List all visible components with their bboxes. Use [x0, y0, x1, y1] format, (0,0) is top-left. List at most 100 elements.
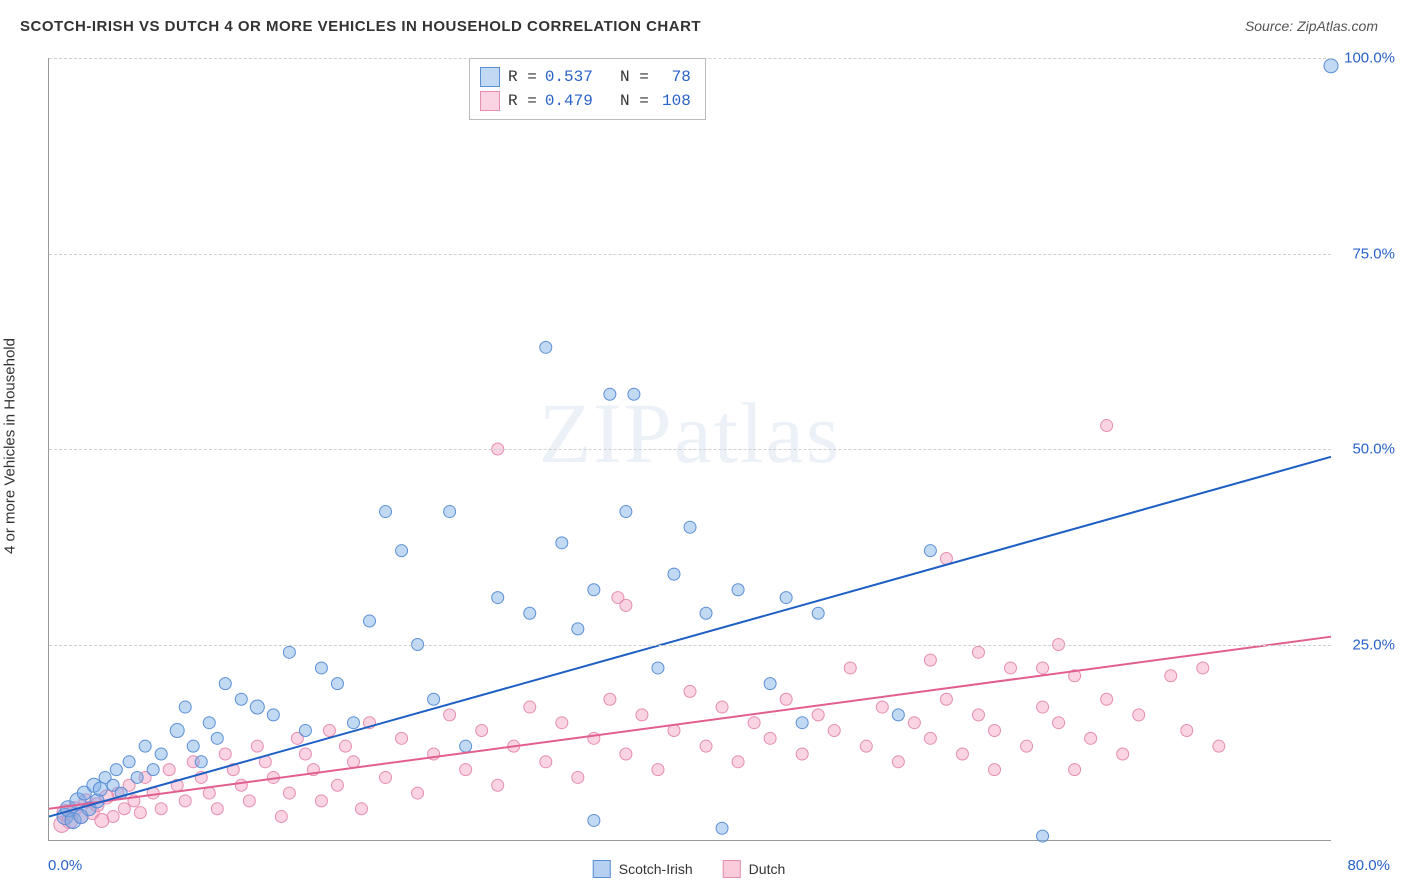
legend-swatch [480, 67, 500, 87]
scatter-point [1101, 693, 1113, 705]
scatter-point [620, 748, 632, 760]
scatter-point [219, 748, 231, 760]
scatter-point [107, 811, 119, 823]
scatter-point [203, 787, 215, 799]
scatter-point [924, 732, 936, 744]
scatter-point [908, 717, 920, 729]
scatter-point [796, 748, 808, 760]
scatter-point [1117, 748, 1129, 760]
scatter-point [179, 795, 191, 807]
scatter-point [347, 756, 359, 768]
scatter-point [211, 732, 223, 744]
scatter-point [267, 709, 279, 721]
scatter-point [412, 787, 424, 799]
legend-swatch [480, 91, 500, 111]
legend-label: Dutch [749, 861, 786, 877]
gridline [49, 449, 1331, 450]
scatter-point [924, 545, 936, 557]
scatter-point [764, 732, 776, 744]
scatter-point [588, 814, 600, 826]
scatter-point [134, 807, 146, 819]
scatter-point [540, 756, 552, 768]
scatter-point [636, 709, 648, 721]
scatter-point [620, 599, 632, 611]
scatter-point [123, 756, 135, 768]
scatter-point [652, 764, 664, 776]
stats-row: R = 0.479 N = 108 [480, 89, 691, 113]
scatter-point [1133, 709, 1145, 721]
scatter-point [940, 693, 952, 705]
scatter-point [1053, 717, 1065, 729]
scatter-point [844, 662, 856, 674]
scatter-point [347, 717, 359, 729]
legend-label: Scotch-Irish [619, 861, 693, 877]
scatter-point [275, 811, 287, 823]
scatter-point [628, 388, 640, 400]
scatter-point [524, 701, 536, 713]
scatter-point [93, 782, 107, 796]
stats-row: R = 0.537 N = 78 [480, 65, 691, 89]
x-axis-tick-max: 80.0% [1334, 857, 1390, 874]
scatter-point [780, 592, 792, 604]
scatter-point [1037, 662, 1049, 674]
scatter-point [444, 506, 456, 518]
scatter-point [323, 725, 335, 737]
trend-line [49, 457, 1331, 817]
scatter-point [428, 693, 440, 705]
legend-item: Dutch [723, 860, 786, 878]
scatter-point [331, 779, 343, 791]
scatter-point [250, 700, 264, 714]
scatter-point [492, 779, 504, 791]
legend-item: Scotch-Irish [593, 860, 693, 878]
y-axis-tick-label: 50.0% [1339, 441, 1395, 458]
scatter-point [652, 662, 664, 674]
scatter-point [1165, 670, 1177, 682]
y-axis-tick-label: 25.0% [1339, 636, 1395, 653]
scatter-point [380, 771, 392, 783]
scatter-point [796, 717, 808, 729]
scatter-point [716, 822, 728, 834]
scatter-point [1197, 662, 1209, 674]
scatter-point [972, 646, 984, 658]
scatter-point [684, 521, 696, 533]
scatter-point [732, 584, 744, 596]
scatter-point [315, 795, 327, 807]
scatter-point [572, 771, 584, 783]
scatter-point [396, 732, 408, 744]
scatter-point [299, 725, 311, 737]
scatter-point [251, 740, 263, 752]
scatter-point [235, 693, 247, 705]
scatter-point [780, 693, 792, 705]
scatter-point [1213, 740, 1225, 752]
scatter-point [315, 662, 327, 674]
scatter-point [179, 701, 191, 713]
chart-plot-area: ZIPatlas R = 0.537 N = 78R = 0.479 N = 1… [48, 58, 1331, 841]
scatter-point [1324, 59, 1338, 73]
stats-legend-box: R = 0.537 N = 78R = 0.479 N = 108 [469, 58, 706, 120]
scatter-point [828, 725, 840, 737]
scatter-point [988, 725, 1000, 737]
scatter-point [203, 717, 215, 729]
scatter-point [812, 709, 824, 721]
scatter-point [860, 740, 872, 752]
scatter-point [1037, 830, 1049, 842]
scatter-point [147, 764, 159, 776]
scatter-point [139, 740, 151, 752]
y-axis-tick-label: 100.0% [1339, 50, 1395, 67]
scatter-point [170, 724, 184, 738]
scatter-point [163, 764, 175, 776]
scatter-point [235, 779, 247, 791]
scatter-point [972, 709, 984, 721]
scatter-point [988, 764, 1000, 776]
trend-line [49, 637, 1331, 809]
legend-bottom: Scotch-Irish Dutch [593, 860, 786, 878]
scatter-point [444, 709, 456, 721]
scatter-point [1181, 725, 1193, 737]
scatter-point [1037, 701, 1049, 713]
scatter-point [1005, 662, 1017, 674]
scatter-point [110, 764, 122, 776]
scatter-point [748, 717, 760, 729]
scatter-point [620, 506, 632, 518]
scatter-point [604, 388, 616, 400]
scatter-point [1021, 740, 1033, 752]
